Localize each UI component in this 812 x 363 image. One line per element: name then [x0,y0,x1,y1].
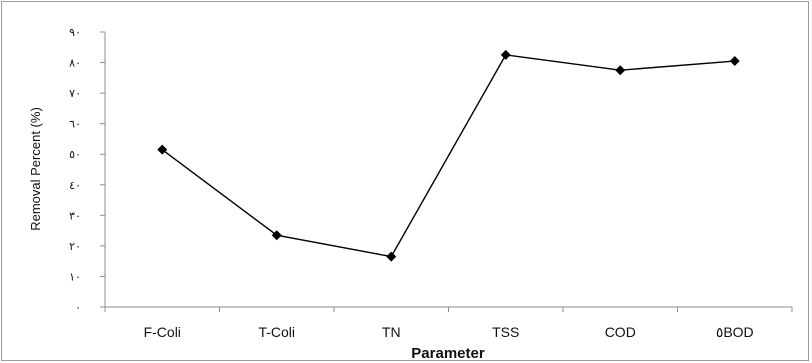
y-tick-label: ٧٠ [69,87,81,100]
data-point-marker [157,144,168,155]
y-tick-label: ٣٠ [69,209,81,222]
data-point-marker [615,65,626,76]
x-axis-title: Parameter [411,345,485,362]
data-point-marker [271,230,282,241]
y-tick-label: ٠ [75,301,81,314]
x-tick-label: COD [605,324,636,340]
y-tick-label: ٢٠ [69,240,81,253]
y-ticks: ٠ ١٠ ٢٠ ٣٠ ٤٠ ٥٠ ٦٠ ٧٠ ٨٠ ٩٠ [69,26,105,314]
x-ticks: F-Coli T-Coli TN TSS COD ٥BOD [104,307,793,340]
y-tick-label: ١٠ [69,270,81,283]
y-tick-label: ٨٠ [69,57,81,70]
y-axis-title: Removal Percent (%) [28,107,43,231]
series-line [161,54,735,258]
y-tick-label: ٤٠ [69,179,81,192]
x-tick-label: F-Coli [144,324,181,340]
y-tick-label: ٥٠ [69,148,81,161]
data-point-marker [386,251,397,262]
x-tick-label: ٥BOD [716,324,754,340]
data-point-marker [500,49,511,60]
y-tick-label: ٦٠ [69,118,81,131]
x-tick-label: T-Coli [258,324,295,340]
y-tick-label: ٩٠ [69,26,81,39]
data-point-marker [729,56,740,67]
series-group [157,49,740,262]
x-tick-label: TN [382,324,401,340]
x-tick-label: TSS [492,324,519,340]
